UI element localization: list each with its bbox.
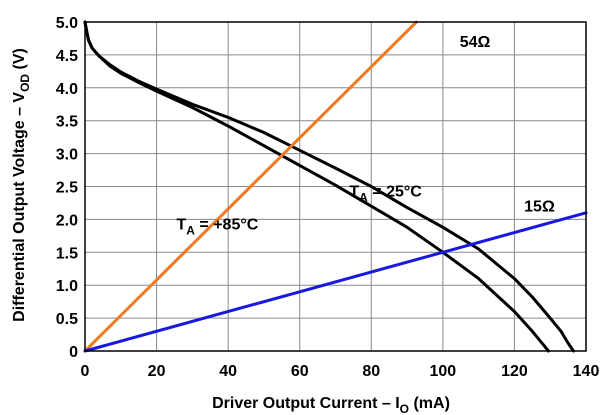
y-tick-label: 2.5 bbox=[56, 180, 78, 197]
x-tick-label: 100 bbox=[430, 363, 457, 380]
y-tick-label: 3.5 bbox=[56, 114, 78, 131]
y-tick-label: 0 bbox=[69, 344, 78, 361]
y-axis-title: Differential Output Voltage – VOD (V) bbox=[11, 48, 32, 322]
y-tick-labels: 0 0.5 1.0 1.5 2.0 2.5 3.0 3.5 4.0 4.5 5.0 bbox=[56, 15, 78, 361]
x-tick-label: 0 bbox=[81, 363, 90, 380]
y-tick-label: 2.0 bbox=[56, 212, 78, 229]
series-label-3: 15Ω bbox=[524, 199, 555, 216]
x-tick-label: 40 bbox=[219, 363, 237, 380]
series-label-2: 54Ω bbox=[460, 34, 491, 51]
series-layer bbox=[83, 20, 588, 353]
series-labels: TA = 25°C TA = +85°C 54Ω 15Ω bbox=[177, 34, 555, 237]
series-line-3 bbox=[83, 211, 588, 353]
series-label-0: TA = 25°C bbox=[349, 183, 422, 204]
x-tick-label: 20 bbox=[148, 363, 166, 380]
plot-frame bbox=[84, 21, 587, 352]
y-tick-label: 3.0 bbox=[56, 147, 78, 164]
y-tick-label: 5.0 bbox=[56, 15, 78, 32]
x-axis-title: Driver Output Current – IO (mA) bbox=[212, 395, 450, 415]
y-tick-label: 4.0 bbox=[56, 81, 78, 98]
y-tick-label: 0.5 bbox=[56, 311, 78, 328]
series-label-1: TA = +85°C bbox=[177, 216, 259, 237]
x-tick-label: 140 bbox=[573, 363, 600, 380]
x-tick-label: 80 bbox=[362, 363, 380, 380]
x-tick-label: 120 bbox=[501, 363, 528, 380]
y-tick-label: 1.0 bbox=[56, 278, 78, 295]
series-line-2 bbox=[83, 20, 418, 353]
x-tick-labels: 0 20 40 60 80 100 120 140 bbox=[81, 363, 600, 380]
x-tick-label: 60 bbox=[291, 363, 309, 380]
y-tick-label: 1.5 bbox=[56, 245, 78, 262]
series-line-1 bbox=[83, 20, 550, 353]
y-tick-label: 4.5 bbox=[56, 48, 78, 65]
